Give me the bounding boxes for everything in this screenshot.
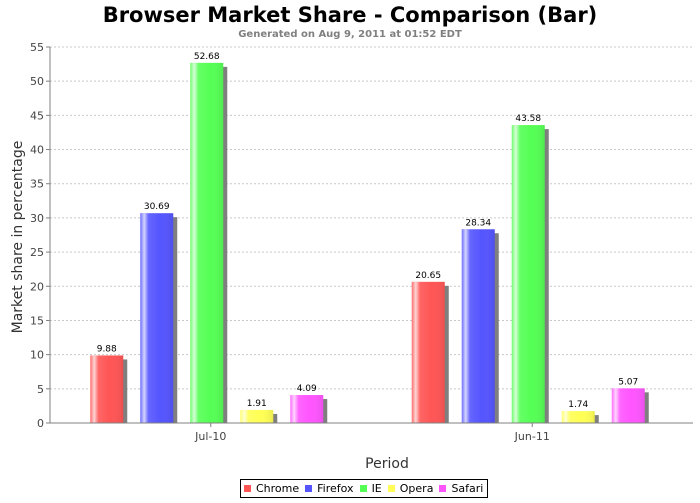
legend-swatch	[244, 485, 251, 492]
legend: Chrome Firefox IE Opera Safari	[240, 479, 489, 498]
bar-highlight	[611, 388, 645, 423]
legend-swatch	[387, 485, 395, 492]
y-tick-label: 35	[30, 178, 44, 191]
bar-highlight	[190, 62, 224, 424]
bar-highlight	[461, 229, 495, 423]
bar-highlight	[290, 395, 324, 423]
y-tick-label: 10	[30, 349, 44, 362]
data-label: 9.88	[97, 344, 117, 354]
data-label: 1.74	[568, 400, 588, 410]
data-label: 1.91	[247, 399, 267, 409]
bar-highlight	[561, 411, 595, 423]
bar-highlight	[411, 281, 445, 423]
data-label: 20.65	[415, 271, 441, 281]
bars: 9.88 30.69 52.68 1.91 4.09 20.65 28.34 43.58 1.7…	[90, 52, 649, 424]
y-tick-label: 40	[30, 144, 44, 157]
chart-title: Browser Market Share - Comparison (Bar)	[102, 3, 598, 27]
bar-highlight	[90, 355, 124, 423]
legend-swatch	[359, 485, 367, 492]
data-label: 43.58	[515, 114, 541, 124]
y-tick-label: 20	[30, 280, 44, 293]
y-tick-label: 45	[30, 109, 44, 122]
y-axis-label: Market share in percentage	[10, 141, 26, 334]
bar-highlight	[511, 125, 545, 423]
x-tick-label: Jun-11	[514, 430, 550, 443]
legend-label: Chrome	[256, 482, 300, 495]
data-label: 28.34	[465, 218, 491, 228]
legend-swatch	[439, 485, 447, 492]
legend-label: IE	[371, 482, 382, 495]
legend-item-firefox: Firefox	[305, 482, 354, 495]
legend-label: Safari	[451, 482, 484, 495]
legend-item-safari: Safari	[439, 482, 483, 495]
data-label: 30.69	[144, 202, 170, 212]
bar-highlight	[140, 213, 174, 423]
y-tick-label: 0	[37, 417, 44, 430]
y-tick-label: 50	[30, 75, 44, 88]
legend-label: Opera	[399, 482, 434, 495]
y-tick-label: 15	[30, 314, 44, 327]
data-label: 4.09	[297, 384, 317, 394]
y-tick-label: 25	[30, 246, 44, 259]
legend-swatch	[305, 485, 313, 492]
y-tick-label: 55	[30, 41, 44, 54]
legend-item-opera: Opera	[387, 482, 434, 495]
legend-item-ie: IE	[359, 482, 382, 495]
legend-label: Firefox	[317, 482, 354, 495]
x-axis-label: Period	[365, 456, 409, 472]
y-tick-label: 30	[30, 212, 44, 225]
data-label: 5.07	[618, 377, 638, 387]
x-tick-label: Jul-10	[194, 430, 226, 443]
legend-item-chrome: Chrome	[244, 482, 299, 495]
bar-highlight	[240, 409, 274, 423]
axes: 0 5 10 15 20 25 30 35 40 45 50 55 Jul-10 Jun-11	[30, 41, 693, 443]
chart-subtitle: Generated on Aug 9, 2011 at 01:52 EDT	[238, 29, 462, 40]
y-tick-label: 5	[37, 383, 44, 396]
data-label: 52.68	[194, 52, 220, 62]
